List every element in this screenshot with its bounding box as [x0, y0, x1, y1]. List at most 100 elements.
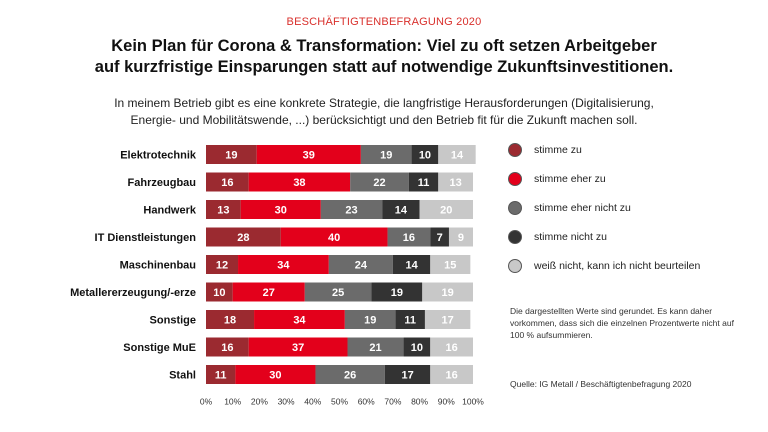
bar-segment [350, 172, 409, 192]
category-label: Metallererzeugung/-erze [70, 287, 196, 299]
bar-segment [408, 172, 439, 192]
x-tick-label: 80% [411, 397, 428, 407]
title-line-2: auf kurzfristige Einsparungen statt auf … [94, 58, 674, 76]
data-label: 14 [405, 260, 418, 272]
bar-segment [392, 255, 431, 274]
bar-segment [248, 172, 351, 192]
data-label: 30 [269, 370, 281, 382]
data-label: 16 [221, 342, 233, 354]
bar-segment [448, 227, 473, 247]
legend-swatch [508, 172, 522, 186]
survey-kicker: BESCHÄFTIGTENBEFRAGUNG 2020 [286, 16, 482, 28]
data-label: 34 [293, 315, 306, 327]
bar-segment [304, 282, 372, 302]
data-label: 38 [293, 177, 305, 189]
source-note: Quelle: IG Metall / Beschäftigtenbefragu… [510, 379, 692, 389]
legend-item-stimme-eher-nicht-zu: stimme eher nicht zu [508, 200, 748, 216]
data-label: 40 [328, 232, 340, 244]
bar-segment [206, 145, 257, 164]
category-label: Sonstige [150, 315, 196, 327]
bar-segment [438, 145, 476, 164]
data-label: 18 [224, 315, 236, 327]
subtitle-line-2: Energie- und Mobilitätswende, ...) berüc… [130, 113, 638, 127]
bar-segment [206, 227, 281, 247]
legend-item-stimme-zu: stimme zu [508, 142, 748, 158]
bar-segment [430, 365, 473, 384]
data-label: 24 [355, 260, 368, 272]
legend-label: stimme zu [534, 144, 582, 156]
legend-swatch [508, 259, 522, 273]
bar-segment [235, 365, 316, 384]
bar-segment [430, 337, 473, 357]
data-label: 23 [345, 205, 357, 217]
legend-item-stimme-eher-zu: stimme eher zu [508, 171, 748, 187]
data-label: 10 [411, 342, 423, 354]
x-tick-label: 50% [331, 397, 348, 407]
data-label: 37 [292, 342, 304, 354]
data-label: 19 [225, 150, 237, 162]
data-label: 27 [263, 287, 275, 299]
bar-segment [403, 337, 431, 357]
data-label: 22 [373, 177, 385, 189]
data-label: 15 [444, 260, 456, 272]
bar-segment [430, 255, 471, 274]
x-tick-label: 60% [358, 397, 375, 407]
data-label: 30 [275, 205, 287, 217]
bar-segment [238, 255, 329, 274]
data-label: 16 [446, 370, 458, 382]
x-tick-label: 100% [462, 397, 484, 407]
bar-segment [424, 310, 471, 329]
bar-segment [387, 227, 431, 247]
data-label: 16 [446, 342, 458, 354]
bar-segment [280, 227, 388, 247]
data-label: 11 [418, 177, 430, 189]
x-tick-label: 90% [438, 397, 455, 407]
data-label: 14 [395, 205, 408, 217]
x-tick-label: 0% [200, 397, 213, 407]
bar-segment [419, 200, 473, 219]
data-label: 19 [364, 315, 376, 327]
category-label: Stahl [169, 370, 196, 382]
bar-segment [206, 172, 249, 192]
bar-segment [347, 337, 404, 357]
data-label: 12 [216, 260, 228, 272]
page-title: Kein Plan für Corona & Transformation: V… [0, 36, 768, 78]
category-label: Maschinenbau [120, 260, 196, 272]
data-label: 17 [401, 370, 413, 382]
bar-segment [371, 282, 423, 302]
data-label: 13 [450, 177, 462, 189]
bar-segment [206, 200, 241, 219]
bar-segment [320, 200, 383, 219]
rounding-note: Die dargestellten Werte sind gerundet. E… [510, 306, 734, 340]
data-label: 16 [221, 177, 233, 189]
subtitle-line-1: In meinem Betrieb gibt es eine konkrete … [114, 96, 654, 110]
data-label: 10 [213, 287, 225, 299]
data-label: 7 [437, 232, 443, 244]
bar-segment [206, 365, 236, 384]
data-label: 16 [403, 232, 415, 244]
bar-segment [206, 255, 239, 274]
x-tick-label: 20% [251, 397, 268, 407]
bar-segment [240, 200, 321, 219]
data-label: 13 [217, 205, 229, 217]
data-label: 11 [215, 370, 227, 382]
data-label: 39 [303, 150, 315, 162]
bar-segment [256, 145, 361, 164]
bar-segment [430, 227, 449, 247]
category-label: Fahrzeugbau [128, 177, 196, 189]
category-label: Elektrotechnik [120, 150, 197, 162]
bar-segment [328, 255, 393, 274]
data-label: 17 [442, 315, 454, 327]
bar-segment [248, 337, 348, 357]
bar-segment [206, 310, 255, 329]
category-label: Handwerk [143, 205, 196, 217]
data-label: 19 [442, 287, 454, 299]
data-label: 26 [344, 370, 356, 382]
x-tick-label: 70% [384, 397, 401, 407]
data-label: 11 [404, 315, 416, 327]
bar-segment [232, 282, 305, 302]
legend-item-stimme-nicht-zu: stimme nicht zu [508, 229, 748, 245]
bar-segment [344, 310, 396, 329]
data-label: 14 [451, 150, 464, 162]
data-label: 10 [419, 150, 431, 162]
